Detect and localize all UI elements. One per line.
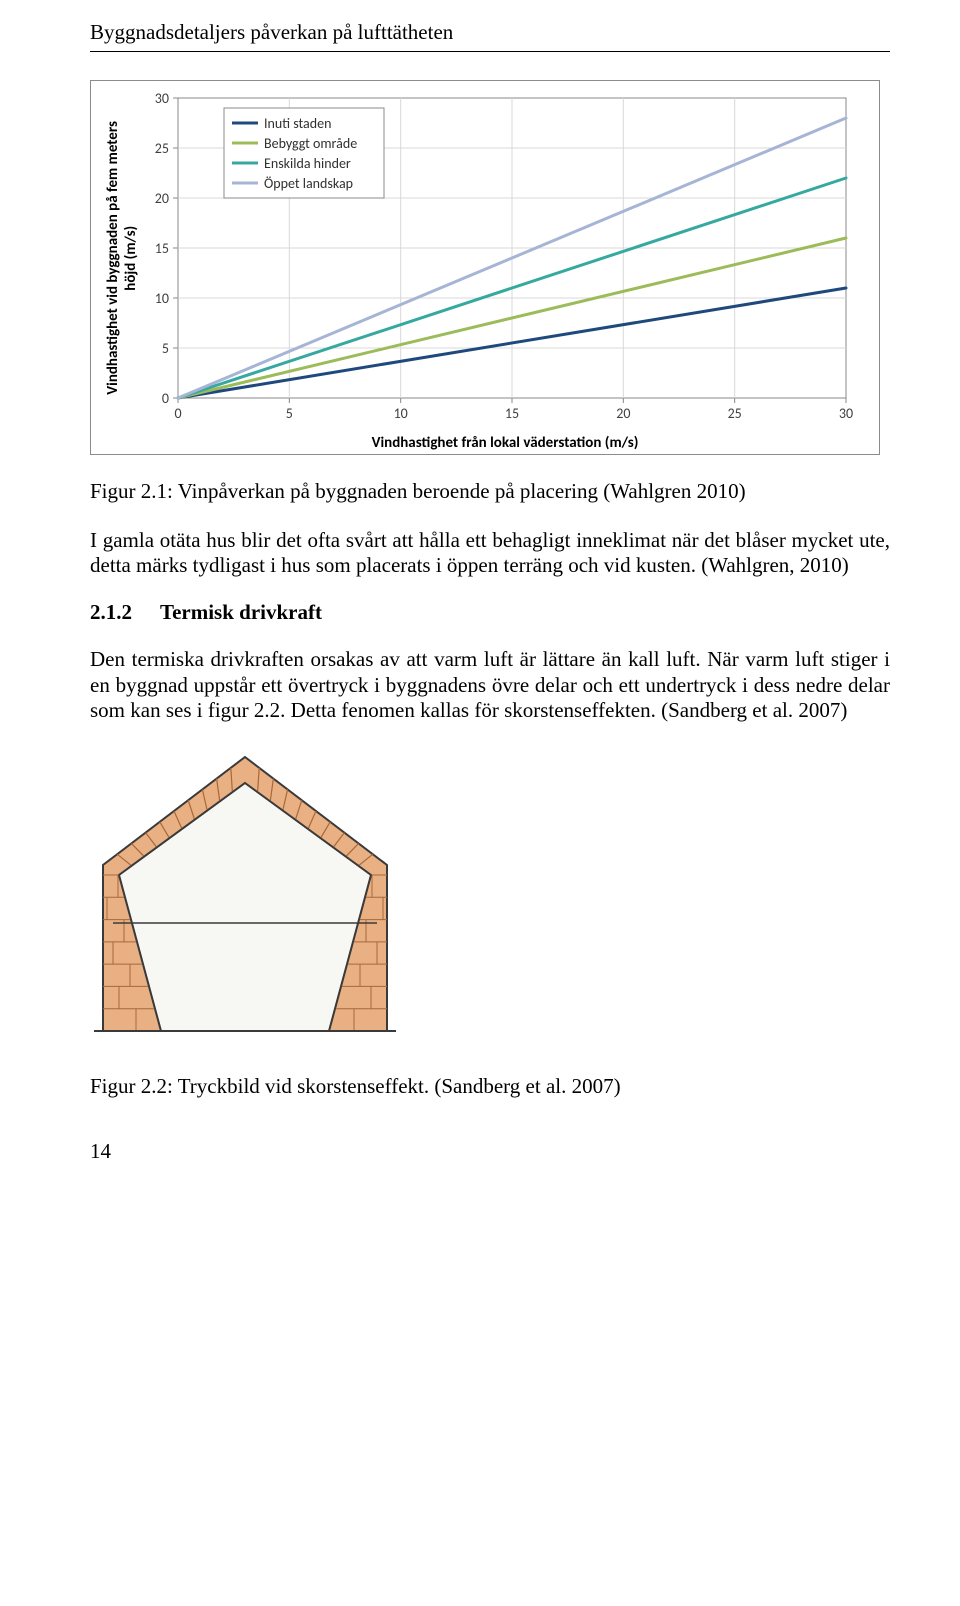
svg-text:10: 10 [394, 405, 408, 422]
svg-text:10: 10 [155, 290, 169, 307]
svg-text:20: 20 [155, 190, 169, 207]
svg-text:Inuti staden: Inuti staden [264, 115, 331, 132]
section-number: 2.1.2 [90, 600, 132, 624]
svg-text:0: 0 [162, 390, 169, 407]
svg-text:15: 15 [155, 240, 169, 257]
section-title: Termisk drivkraft [160, 600, 322, 624]
chart-y-label: Vindhastighet vid byggnaden på fem meter… [98, 121, 140, 395]
svg-text:25: 25 [155, 140, 169, 157]
svg-text:Enskilda hinder: Enskilda hinder [264, 155, 351, 172]
svg-text:Bebyggt område: Bebyggt område [264, 135, 357, 152]
svg-text:Öppet landskap: Öppet landskap [264, 175, 353, 192]
svg-text:0: 0 [174, 405, 181, 422]
svg-text:5: 5 [162, 340, 169, 357]
svg-text:30: 30 [839, 405, 853, 422]
svg-text:15: 15 [505, 405, 519, 422]
svg-text:20: 20 [616, 405, 630, 422]
ylabel-line2: höjd (m/s) [122, 226, 140, 291]
chart-container: Vindhastighet vid byggnaden på fem meter… [90, 80, 880, 455]
page-number: 14 [90, 1139, 890, 1164]
house-figure [90, 745, 890, 1050]
paragraph-2: Den termiska drivkraften orsakas av att … [90, 647, 890, 723]
svg-text:30: 30 [155, 90, 169, 107]
house-svg [90, 745, 400, 1045]
chart-x-label: Vindhastighet från lokal väderstation (m… [138, 434, 872, 452]
paragraph-1: I gamla otäta hus blir det ofta svårt at… [90, 528, 890, 578]
page-header: Byggnadsdetaljers påverkan på lufttäthet… [90, 20, 890, 45]
line-chart: 0 5 10 15 20 25 30 0 5 10 15 20 25 30 Inuti staden Beby… [140, 88, 860, 428]
figure-caption-2: Figur 2.2: Tryckbild vid skorstenseffekt… [90, 1074, 890, 1099]
figure-caption-1: Figur 2.1: Vinpåverkan på byggnaden bero… [90, 479, 890, 504]
section-heading: 2.1.2 Termisk drivkraft [90, 600, 890, 625]
svg-text:5: 5 [286, 405, 293, 422]
header-rule [90, 51, 890, 52]
svg-text:25: 25 [728, 405, 742, 422]
ylabel-line1: Vindhastighet vid byggnaden på fem meter… [104, 121, 122, 395]
